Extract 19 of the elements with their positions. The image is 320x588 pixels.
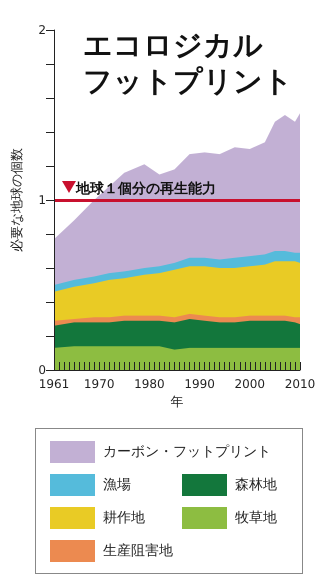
text: エコロジカルフットプリント [83,28,293,98]
y-tick-label: 0 [38,363,46,377]
x-axis-title: 年 [170,395,184,410]
x-tick-label: 1961 [38,377,70,391]
y-axis-title: 必要な地球の個数 [10,148,25,252]
x-tick-label: 2000 [234,377,266,391]
x-tick-label: 2010 [284,377,316,391]
y-tick-label: 2 [38,23,46,37]
ref-line-label: 地球１個分の再生能力 [75,181,216,197]
x-tick-label: 1980 [134,377,165,391]
y-tick-label: 1 [38,193,46,207]
legend-label: 牧草地 [235,509,277,527]
legend-label: 耕作地 [103,509,145,527]
legend-label: 森林地 [235,476,277,494]
legend-label: 漁場 [103,476,131,494]
legend-label: カーボン・フットプリント [103,443,271,461]
legend-label: 生産阻害地 [103,542,173,560]
x-tick-label: 1970 [84,377,114,391]
x-tick-label: 1990 [184,377,215,391]
